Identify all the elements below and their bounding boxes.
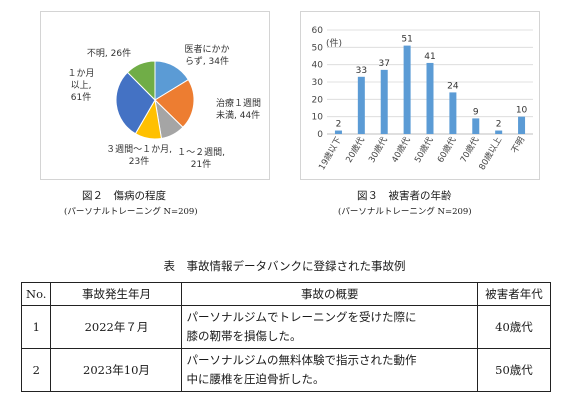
table-row: 1 2022年７月 パーソナルジムでトレーニングを受けた際に 膝の靭帯を損傷した。… xyxy=(20,305,551,349)
pie-slice-label: 医者にかからず, 34件 xyxy=(184,44,229,67)
bar xyxy=(495,130,503,134)
x-tick-label: 19歳以下 xyxy=(316,135,344,172)
row-desc: パーソナルジムでトレーニングを受けた際に 膝の靭帯を損傷した。 xyxy=(181,305,478,349)
row-no: 2 xyxy=(20,348,52,392)
y-tick-label: 20 xyxy=(312,95,324,105)
fig2-subcaption: (パーソナルトレーニング N=209) xyxy=(64,207,198,217)
row-desc: パーソナルジムの無料体験で指示された動作 中に腰椎を圧迫骨折した。 xyxy=(181,348,478,392)
y-tick-label: 0 xyxy=(317,130,323,140)
bar xyxy=(357,76,365,134)
y-axis-label: (件) xyxy=(326,37,342,49)
bar xyxy=(334,130,342,134)
row-date: 2022年７月 xyxy=(50,305,183,349)
data-label: 2 xyxy=(336,120,342,130)
data-label: 9 xyxy=(473,107,479,117)
bar xyxy=(449,92,457,134)
row-no: 1 xyxy=(20,305,52,349)
bar-chart-panel: 0 10 20 30 40 50 60 (件) 2 19歳以下 33 20歳代 37 30歳代 51 40歳代… xyxy=(300,11,540,180)
table-row: 2 2023年10月 パーソナルジムの無料体験で指示された動作 中に腰椎を圧迫骨折… xyxy=(20,348,551,392)
header-date: 事故発生年月 xyxy=(50,282,183,306)
y-tick-label: 60 xyxy=(312,26,324,36)
y-tick-label: 40 xyxy=(312,61,324,71)
pie-slice-label: １～２週間, 21件 xyxy=(177,147,225,170)
x-tick-label: 50歳代 xyxy=(412,135,436,165)
data-label: 2 xyxy=(496,120,502,130)
row-desc-line: パーソナルジムでトレーニングを受けた際に xyxy=(186,310,417,324)
y-tick-label: 10 xyxy=(312,113,324,123)
pie-slice-label: 不明, 26件 xyxy=(87,47,131,59)
pie-slice-label: ３週間～１か月, 23件 xyxy=(106,144,172,167)
data-label: 51 xyxy=(401,35,412,45)
pie-chart-panel: 医者にかからず, 34件治療１週間未満, 44件 １～２週間, 21件 ３週間～１か月… xyxy=(40,11,270,180)
bar xyxy=(380,69,388,134)
x-tick-label: 30歳代 xyxy=(366,135,390,165)
header-no: No. xyxy=(20,282,52,306)
fig3-subcaption: (パーソナルトレーニング N=209) xyxy=(338,207,472,217)
table-header-row: No. 事故発生年月 事故の概要 被害者年代 xyxy=(20,282,551,306)
pie-slice-label: 治療１週間未満, 44件 xyxy=(216,97,261,121)
bar xyxy=(403,45,411,134)
data-label: 24 xyxy=(447,81,459,91)
row-age: 40歳代 xyxy=(477,305,551,349)
data-label: 41 xyxy=(424,52,435,62)
data-label: 33 xyxy=(356,66,367,76)
bar xyxy=(518,116,526,134)
x-tick-label: 60歳代 xyxy=(435,135,459,165)
bar xyxy=(426,62,434,134)
data-label: 10 xyxy=(516,106,528,116)
header-age: 被害者年代 xyxy=(477,282,551,306)
row-date: 2023年10月 xyxy=(50,348,183,392)
y-tick-label: 30 xyxy=(312,78,324,88)
pie-slice xyxy=(115,71,156,135)
row-desc-line: 中に腰椎を圧迫骨折した。 xyxy=(186,372,325,386)
data-label: 37 xyxy=(378,59,389,69)
row-desc-line: パーソナルジムの無料体験で指示された動作 xyxy=(186,353,417,367)
header-desc: 事故の概要 xyxy=(181,282,478,306)
fig3-caption: 図３ 被害者の年齢 xyxy=(357,190,452,202)
row-age: 50歳代 xyxy=(477,348,551,392)
accident-table: No. 事故発生年月 事故の概要 被害者年代 1 2022年７月 パーソナルジム… xyxy=(20,282,551,392)
pie-slice xyxy=(154,78,195,128)
x-tick-label: 70歳代 xyxy=(458,135,482,165)
fig2-caption: 図２ 傷病の程度 xyxy=(82,190,166,202)
x-tick-label: 不明 xyxy=(510,136,527,156)
x-tick-label: 40歳代 xyxy=(389,135,413,165)
table-title: 表 事故情報データバンクに登録された事故例 xyxy=(163,259,406,273)
x-tick-label: 20歳代 xyxy=(343,135,367,165)
bar-chart: 0 10 20 30 40 50 60(件) 2 19歳以下 33 20歳代 37 30歳代 51 40歳代… xyxy=(312,26,533,172)
y-tick-label: 50 xyxy=(312,43,324,53)
pie-slice xyxy=(126,60,156,102)
pie-slice-label: １か月以上, 61件 xyxy=(67,68,94,103)
bar xyxy=(472,118,480,134)
row-desc-line: 膝の靭帯を損傷した。 xyxy=(186,329,302,343)
